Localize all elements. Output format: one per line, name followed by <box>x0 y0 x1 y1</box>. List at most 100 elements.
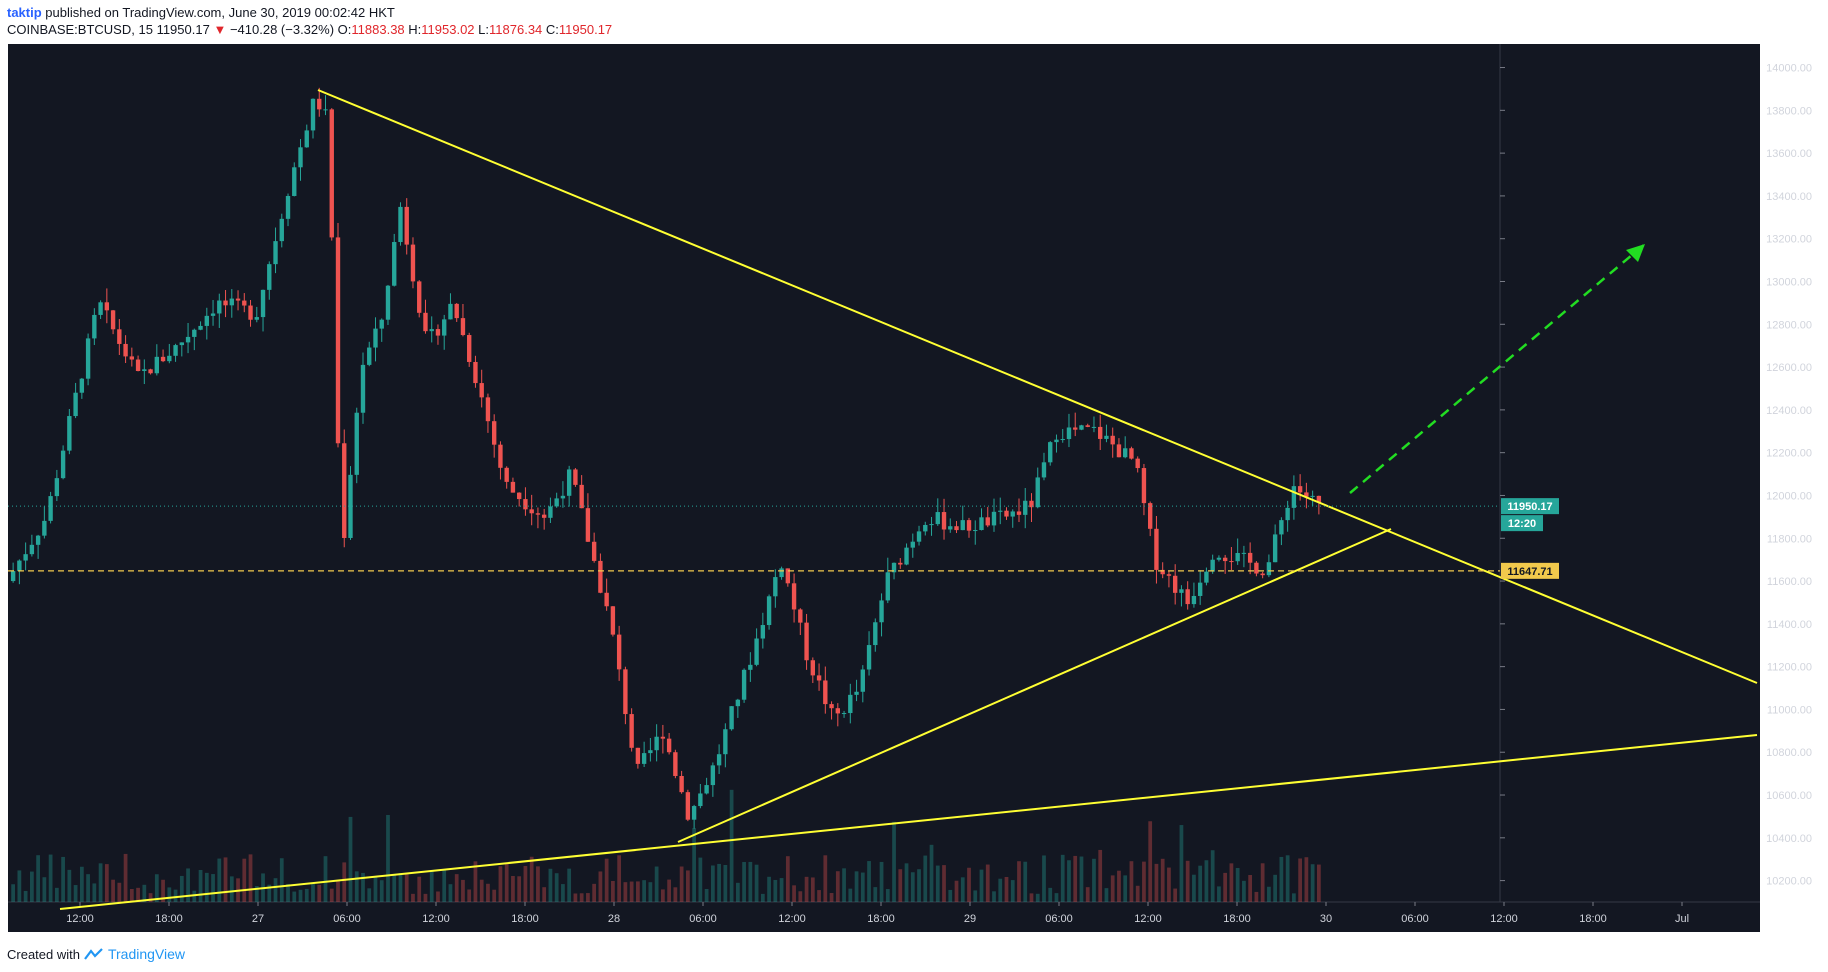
level-value: 11647.71 <box>1507 566 1552 578</box>
candle-body <box>192 329 197 337</box>
volume-bar <box>279 858 284 902</box>
candle-body <box>679 775 684 793</box>
volume-bar <box>1067 860 1071 902</box>
volume-bar <box>661 889 665 902</box>
candle-body <box>660 736 666 739</box>
volume-bar <box>467 889 472 902</box>
candle-body <box>529 509 534 514</box>
volume-bar <box>698 857 703 902</box>
volume-bar <box>448 884 453 902</box>
volume-bar <box>1079 856 1084 902</box>
ohlc-legend: COINBASE:BTCUSD, 15 11950.17 ▼ −410.28 (… <box>7 22 612 37</box>
time-axis[interactable]: 12:00 18:00 27 06:00 12:00 18:00 28 06:00 12:00 1… <box>66 902 1689 925</box>
candle-body <box>848 694 853 714</box>
change-down-icon: ▼ <box>213 22 227 37</box>
candle-body <box>242 300 247 306</box>
volume-bar <box>779 878 784 902</box>
volume-bar <box>142 884 147 902</box>
candle-body <box>492 421 497 445</box>
candle-body <box>298 147 303 168</box>
volume-bar <box>817 890 821 902</box>
high-label: H: <box>408 22 422 37</box>
candle-body <box>791 583 797 610</box>
ascending-trendline[interactable] <box>677 528 1392 843</box>
candle-body <box>229 298 234 306</box>
candle-body <box>898 562 903 565</box>
volume-bar <box>685 870 690 902</box>
candle-body <box>535 513 541 515</box>
volume-bar <box>1129 861 1134 902</box>
candle-body <box>691 806 697 820</box>
candle-body <box>110 310 116 330</box>
y-tick-label: 10400.00 <box>1766 833 1812 845</box>
volume-bar <box>879 861 884 902</box>
plot-area[interactable] <box>8 44 1500 902</box>
candle-body <box>560 495 566 499</box>
volume-bar <box>1017 861 1021 902</box>
candle-body <box>254 317 259 320</box>
lower-support-line[interactable] <box>59 734 1758 910</box>
open-value: 11883.38 <box>351 22 405 37</box>
candle-body <box>1098 426 1103 439</box>
high-value: 11953.02 <box>421 22 475 37</box>
candle-body <box>804 622 809 661</box>
symbol-label[interactable]: COINBASE:BTCUSD, 15 <box>7 22 153 37</box>
volume-bar <box>710 865 715 902</box>
volume-bar <box>248 854 253 902</box>
volume-bar <box>1092 858 1096 902</box>
descending-trendline[interactable] <box>317 89 1758 684</box>
candle-body <box>785 568 791 584</box>
footer: Created with TradingView <box>7 946 185 962</box>
candle-body <box>1054 439 1059 443</box>
volume-bar <box>179 875 184 902</box>
candle-body <box>310 98 316 131</box>
x-tick-label: 12:00 <box>1490 913 1518 925</box>
author-link[interactable]: taktip <box>7 5 42 20</box>
volume-bar <box>479 879 484 902</box>
candle-body <box>1048 442 1053 463</box>
y-tick-label: 14000.00 <box>1766 63 1812 75</box>
tradingview-brand[interactable]: TradingView <box>107 946 186 962</box>
candle-body <box>1204 571 1209 583</box>
volume-bar <box>148 893 153 902</box>
projection-arrow[interactable] <box>1349 243 1646 494</box>
candle-body <box>117 329 122 344</box>
candle-body <box>541 514 547 518</box>
volume-bar <box>854 871 859 902</box>
volume-bar <box>623 882 628 902</box>
x-tick-label: 18:00 <box>1223 913 1251 925</box>
volume-bar <box>136 887 140 902</box>
volume-bar <box>354 871 359 902</box>
candle-body <box>1010 511 1015 517</box>
price-chart[interactable]: 14000.00 13800.00 13600.00 13400.00 13200.00… <box>0 44 1828 940</box>
volume-bar <box>373 876 378 902</box>
candle-body <box>604 592 609 607</box>
volume-bar <box>592 883 597 902</box>
volume-bar <box>48 854 53 902</box>
candle-body <box>173 345 178 356</box>
volume-bar <box>1010 880 1015 902</box>
price-axis[interactable]: 14000.00 13800.00 13600.00 13400.00 13200.00… <box>1500 63 1812 888</box>
volume-bar <box>186 868 190 902</box>
candle-body <box>935 512 940 525</box>
volume-bar <box>1160 858 1165 902</box>
candle-body <box>1254 562 1259 574</box>
candle-body <box>279 218 284 242</box>
x-tick-label: 06:00 <box>1401 913 1429 925</box>
candle-body <box>385 285 391 320</box>
candle-body <box>29 544 35 555</box>
volume-bar <box>910 872 915 902</box>
volume-bar <box>523 865 528 902</box>
candle-body <box>1229 561 1234 563</box>
volume-bar <box>1204 860 1209 902</box>
volume-bar <box>692 828 696 902</box>
x-tick-label: 29 <box>964 913 976 925</box>
candle-body <box>591 541 597 561</box>
y-tick-label: 11800.00 <box>1767 533 1812 545</box>
volume-bar <box>679 866 684 902</box>
candle-body <box>698 793 703 807</box>
volume-bar <box>398 873 403 902</box>
volume-bar <box>667 879 671 902</box>
candle-body <box>129 356 135 360</box>
volume-bar <box>892 821 896 902</box>
